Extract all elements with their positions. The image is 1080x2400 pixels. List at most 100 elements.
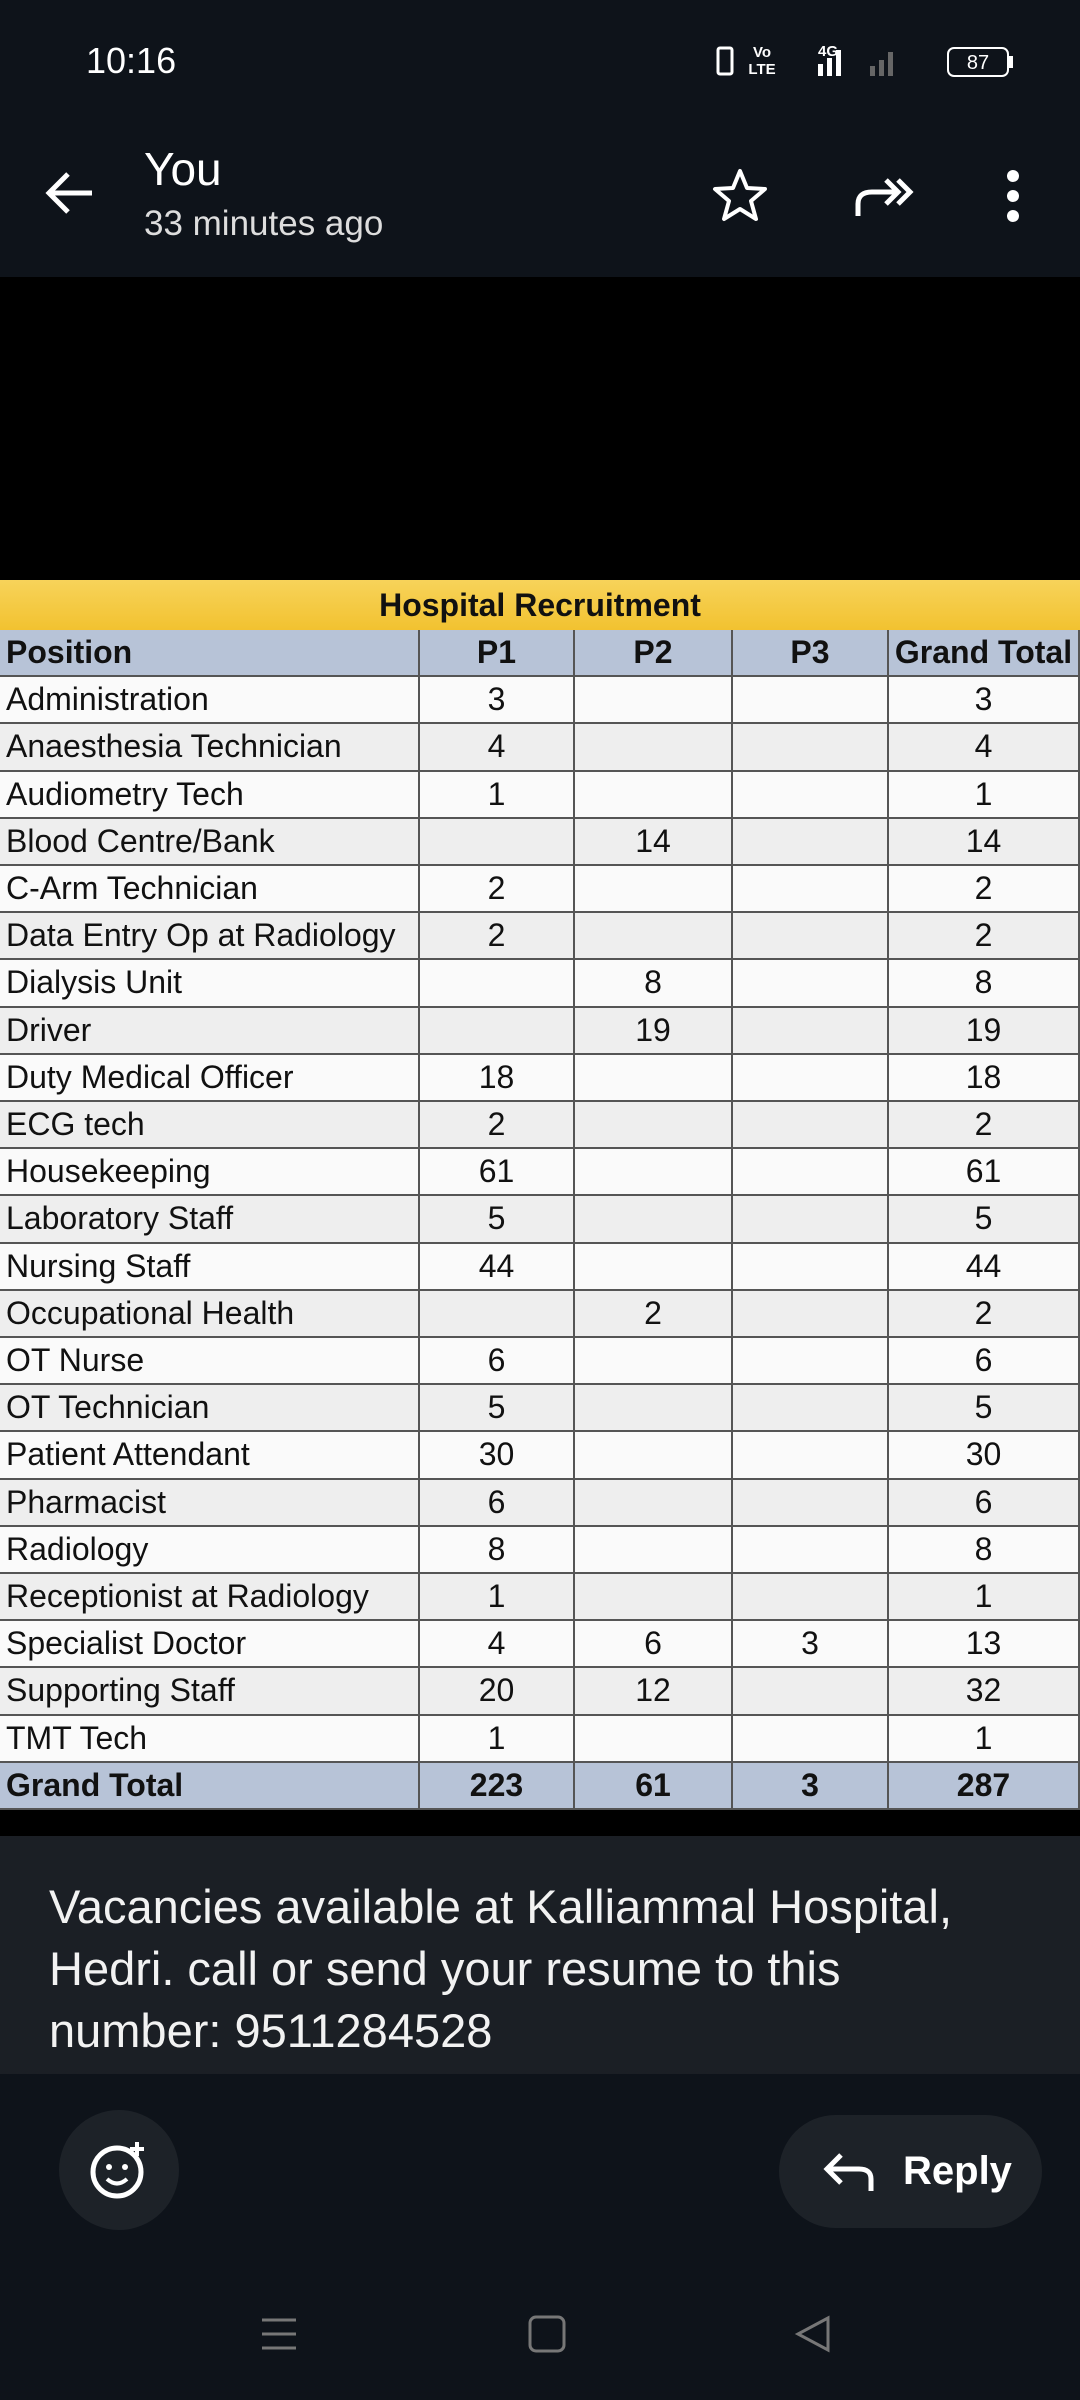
more-button[interactable] xyxy=(995,166,1031,226)
sender-name: You xyxy=(144,143,222,195)
row-cell-value xyxy=(733,1102,889,1150)
row-cell-value xyxy=(575,1574,733,1622)
row-cell-value xyxy=(575,771,733,819)
row-cell-value: 8 xyxy=(420,1526,575,1574)
row-cell-value xyxy=(733,1149,889,1197)
row-cell-value xyxy=(733,1432,889,1480)
emoji-button[interactable] xyxy=(59,2110,179,2230)
row-cell-value: 6 xyxy=(889,1479,1080,1527)
message-text: Vacancies available at Kalliammal Hospit… xyxy=(49,1876,952,2062)
row-cell-label: Data Entry Op at Radiology xyxy=(0,913,420,961)
row-cell-value: 6 xyxy=(420,1479,575,1527)
row-cell-value: 2 xyxy=(889,913,1080,961)
row-cell-value: 6 xyxy=(889,1338,1080,1386)
reply-button[interactable]: Reply xyxy=(779,2115,1042,2228)
row-cell-value: 2 xyxy=(889,1290,1080,1338)
row-cell-label: Audiometry Tech xyxy=(0,771,420,819)
row-cell-value xyxy=(420,960,575,1008)
row-cell-value: 1 xyxy=(889,1574,1080,1622)
star-button[interactable] xyxy=(710,166,770,226)
row-cell-value xyxy=(733,1385,889,1433)
row-cell-value: 18 xyxy=(420,1054,575,1102)
row-cell-value: 1 xyxy=(420,1574,575,1622)
row-cell-value: 2 xyxy=(420,1102,575,1150)
row-cell-value: 30 xyxy=(889,1432,1080,1480)
row-cell-label: Pharmacist xyxy=(0,1479,420,1527)
row-cell-value: 4 xyxy=(420,724,575,772)
row-cell-value xyxy=(733,1715,889,1763)
row-cell-value: 5 xyxy=(889,1196,1080,1244)
row-cell-value: 4 xyxy=(420,1621,575,1669)
row-cell-value xyxy=(575,1479,733,1527)
row-cell-value: 5 xyxy=(420,1196,575,1244)
row-cell-label: Laboratory Staff xyxy=(0,1196,420,1244)
row-cell-value: 2 xyxy=(420,866,575,914)
row-cell-value: 5 xyxy=(889,1385,1080,1433)
total-cell-value: 223 xyxy=(420,1762,575,1810)
row-cell-value xyxy=(733,1668,889,1716)
row-cell-value: 14 xyxy=(889,818,1080,866)
battery-level: 87 xyxy=(967,52,989,74)
row-cell-value xyxy=(420,1290,575,1338)
row-cell-label: Anaesthesia Technician xyxy=(0,724,420,772)
row-cell-value: 44 xyxy=(889,1243,1080,1291)
row-cell-label: OT Nurse xyxy=(0,1338,420,1386)
row-cell-label: ECG tech xyxy=(0,1102,420,1150)
row-cell-label: Occupational Health xyxy=(0,1290,420,1338)
row-cell-value: 1 xyxy=(889,1715,1080,1763)
row-cell-label: Duty Medical Officer xyxy=(0,1054,420,1102)
row-cell-value xyxy=(733,1007,889,1055)
volte-bottom: LTE xyxy=(748,61,775,78)
header-cell-value: P3 xyxy=(733,630,889,678)
row-cell-label: C-Arm Technician xyxy=(0,866,420,914)
row-cell-value: 13 xyxy=(889,1621,1080,1669)
row-cell-label: Driver xyxy=(0,1007,420,1055)
row-cell-value xyxy=(575,1243,733,1291)
volte-top: Vo xyxy=(753,44,771,61)
row-cell-value xyxy=(733,677,889,725)
network-type: 4G xyxy=(818,43,838,60)
row-cell-value xyxy=(733,1338,889,1386)
row-cell-value: 20 xyxy=(420,1668,575,1716)
back-button[interactable] xyxy=(40,160,100,220)
row-cell-value xyxy=(733,866,889,914)
row-cell-value xyxy=(575,1432,733,1480)
status-icons: Vo LTE 4G 87 xyxy=(716,43,1013,78)
total-cell-label: Grand Total xyxy=(0,1762,420,1810)
row-cell-value xyxy=(733,818,889,866)
recruitment-table: Hospital Recruitment Position P1 P2 P3 Grand … xyxy=(0,580,1080,1816)
row-cell-label: Housekeeping xyxy=(0,1149,420,1197)
header-cell-value: Grand Total xyxy=(889,630,1080,678)
row-cell-value: 8 xyxy=(575,960,733,1008)
row-cell-label: Patient Attendant xyxy=(0,1432,420,1480)
row-cell-label: Blood Centre/Bank xyxy=(0,818,420,866)
row-cell-value xyxy=(733,960,889,1008)
row-cell-value: 1 xyxy=(420,771,575,819)
row-cell-value: 1 xyxy=(420,1715,575,1763)
row-cell-label: OT Technician xyxy=(0,1385,420,1433)
row-cell-value: 6 xyxy=(575,1621,733,1669)
row-cell-value: 2 xyxy=(575,1290,733,1338)
row-cell-label: Radiology xyxy=(0,1526,420,1574)
row-cell-value xyxy=(575,913,733,961)
row-cell-value xyxy=(733,913,889,961)
status-time: 10:16 xyxy=(86,40,177,81)
row-cell-value xyxy=(575,1102,733,1150)
message-line: number: 9511284528 xyxy=(49,2004,493,2057)
row-cell-value xyxy=(575,1054,733,1102)
message-area xyxy=(0,1836,1080,2074)
row-cell-label: TMT Tech xyxy=(0,1715,420,1763)
row-cell-value: 32 xyxy=(889,1668,1080,1716)
row-cell-value: 19 xyxy=(889,1007,1080,1055)
header-cell-label: Position xyxy=(0,630,420,678)
total-cell-value: 287 xyxy=(889,1762,1080,1810)
row-cell-value xyxy=(420,818,575,866)
row-cell-label: Supporting Staff xyxy=(0,1668,420,1716)
reply-label: Reply xyxy=(903,2149,1012,2193)
row-cell-value: 3 xyxy=(889,677,1080,725)
row-cell-value xyxy=(575,1338,733,1386)
forward-button[interactable] xyxy=(852,166,922,226)
row-cell-value xyxy=(733,1526,889,1574)
row-cell-value xyxy=(575,724,733,772)
row-cell-value xyxy=(733,1574,889,1622)
